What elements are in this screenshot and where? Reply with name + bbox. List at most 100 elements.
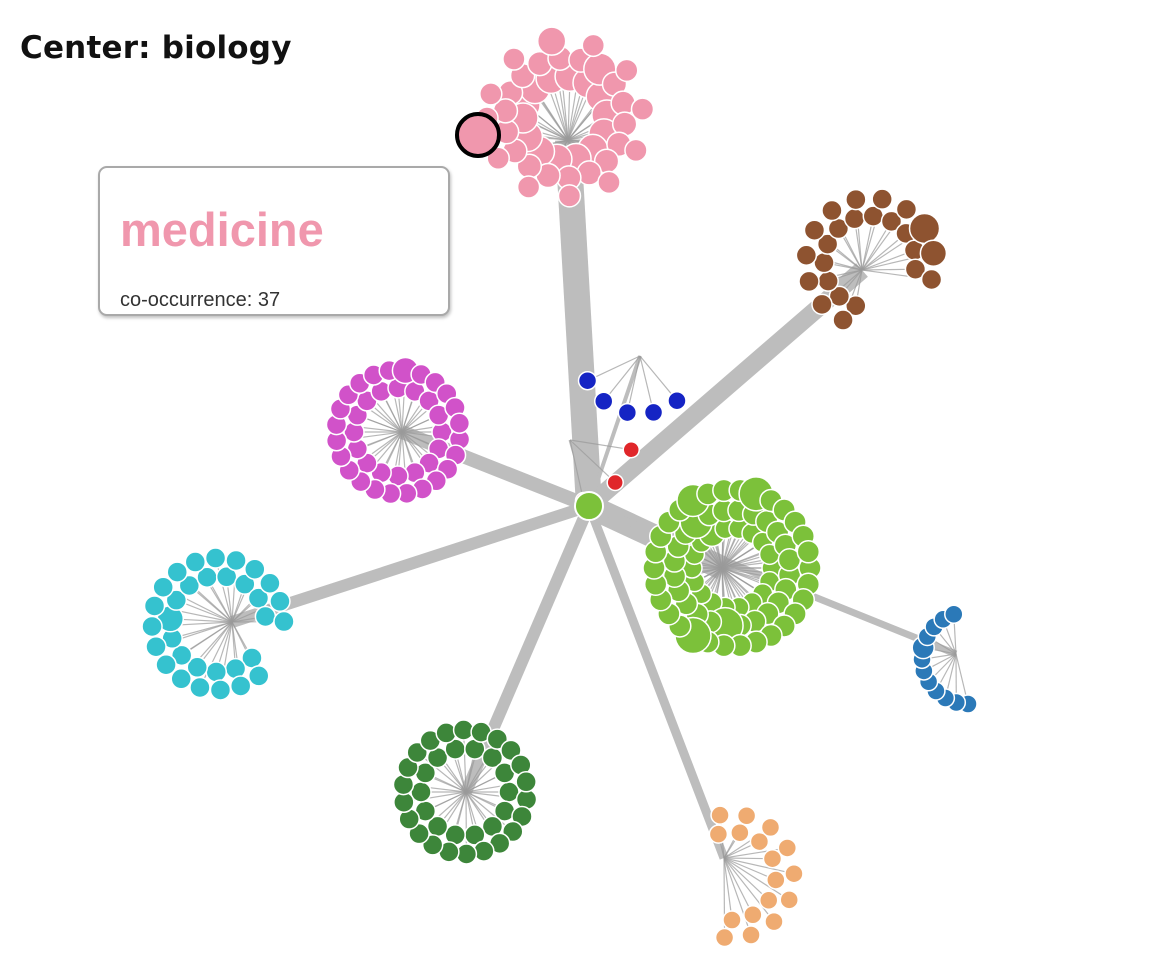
- term-node[interactable]: [209, 679, 232, 701]
- term-node[interactable]: [944, 604, 964, 625]
- term-node[interactable]: [766, 870, 786, 890]
- term-node[interactable]: [798, 270, 820, 293]
- cluster-navy-cluster: [577, 355, 687, 423]
- term-node[interactable]: [762, 848, 783, 869]
- term-node[interactable]: [155, 653, 177, 676]
- term-node[interactable]: [170, 644, 193, 667]
- term-node[interactable]: [205, 661, 228, 683]
- term-node[interactable]: [486, 146, 510, 171]
- term-node[interactable]: [845, 294, 867, 317]
- term-node[interactable]: [816, 233, 839, 255]
- tooltip-term-name: medicine: [120, 203, 324, 256]
- term-node[interactable]: [880, 210, 903, 233]
- term-node[interactable]: [178, 574, 201, 597]
- term-node[interactable]: [143, 595, 166, 617]
- term-node[interactable]: [843, 207, 866, 230]
- term-node[interactable]: [741, 925, 761, 945]
- term-node[interactable]: [577, 370, 598, 391]
- term-node[interactable]: [229, 675, 252, 697]
- term-node[interactable]: [269, 590, 291, 613]
- term-node[interactable]: [500, 739, 522, 762]
- term-node[interactable]: [152, 576, 174, 598]
- spoke-line: [569, 439, 632, 451]
- cluster-green-cluster: [392, 719, 538, 865]
- term-node[interactable]: [624, 138, 648, 163]
- term-node[interactable]: [722, 910, 742, 930]
- term-node[interactable]: [435, 722, 457, 744]
- term-node[interactable]: [273, 610, 295, 633]
- term-clusters: [141, 26, 978, 948]
- term-node[interactable]: [764, 911, 784, 932]
- term-node[interactable]: [516, 175, 541, 199]
- term-node[interactable]: [204, 547, 227, 569]
- term-node[interactable]: [845, 188, 867, 211]
- term-node[interactable]: [606, 473, 624, 492]
- term-node[interactable]: [643, 402, 664, 423]
- term-node[interactable]: [254, 605, 277, 628]
- term-node[interactable]: [817, 270, 839, 292]
- term-node[interactable]: [795, 244, 818, 266]
- term-node[interactable]: [234, 573, 256, 595]
- term-node[interactable]: [904, 258, 927, 280]
- term-node[interactable]: [189, 676, 211, 699]
- term-node[interactable]: [743, 904, 763, 925]
- term-node[interactable]: [908, 212, 941, 245]
- term-node[interactable]: [515, 771, 537, 793]
- term-node[interactable]: [667, 390, 687, 411]
- term-node[interactable]: [536, 26, 567, 56]
- term-node[interactable]: [777, 838, 798, 858]
- highlighted-term-node[interactable]: [455, 112, 501, 158]
- term-node[interactable]: [473, 840, 495, 862]
- spoke-line: [569, 439, 616, 483]
- term-node[interactable]: [730, 822, 750, 843]
- term-node[interactable]: [145, 635, 167, 658]
- term-node[interactable]: [821, 199, 843, 222]
- term-node[interactable]: [630, 97, 655, 121]
- term-node[interactable]: [736, 805, 757, 826]
- term-node[interactable]: [581, 33, 606, 58]
- term-node[interactable]: [170, 668, 192, 690]
- term-node[interactable]: [760, 817, 781, 838]
- term-node[interactable]: [784, 863, 804, 884]
- term-node[interactable]: [919, 239, 948, 268]
- term-node[interactable]: [749, 831, 770, 852]
- term-node[interactable]: [803, 219, 826, 241]
- term-node[interactable]: [593, 391, 614, 412]
- term-node[interactable]: [871, 188, 893, 210]
- term-node[interactable]: [622, 440, 640, 459]
- cluster-blue-cluster: [911, 604, 978, 714]
- term-node[interactable]: [247, 587, 270, 609]
- term-node[interactable]: [714, 927, 735, 948]
- term-node[interactable]: [796, 540, 821, 564]
- cluster-medicine: [455, 26, 655, 208]
- term-node[interactable]: [615, 58, 639, 83]
- term-node[interactable]: [779, 890, 799, 910]
- term-node[interactable]: [247, 665, 270, 687]
- center-node[interactable]: [574, 491, 604, 521]
- spoke-line: [723, 857, 790, 901]
- term-node[interactable]: [502, 47, 526, 71]
- term-node[interactable]: [259, 572, 281, 595]
- term-node[interactable]: [758, 890, 779, 910]
- term-node[interactable]: [184, 551, 207, 573]
- term-node[interactable]: [828, 285, 851, 308]
- term-node[interactable]: [920, 268, 943, 291]
- term-node[interactable]: [708, 824, 729, 844]
- term-node[interactable]: [710, 805, 730, 825]
- term-node[interactable]: [166, 561, 189, 583]
- term-node[interactable]: [244, 558, 266, 580]
- term-node[interactable]: [895, 198, 918, 221]
- term-node[interactable]: [141, 615, 163, 638]
- term-node[interactable]: [557, 184, 582, 208]
- term-node[interactable]: [408, 822, 430, 845]
- term-node[interactable]: [225, 549, 247, 572]
- term-node[interactable]: [617, 402, 638, 423]
- term-node[interactable]: [165, 589, 188, 611]
- term-node[interactable]: [215, 566, 238, 588]
- term-node[interactable]: [448, 412, 471, 434]
- term-node[interactable]: [597, 170, 621, 195]
- term-node[interactable]: [811, 293, 833, 316]
- term-node[interactable]: [832, 309, 854, 331]
- term-node[interactable]: [479, 82, 503, 106]
